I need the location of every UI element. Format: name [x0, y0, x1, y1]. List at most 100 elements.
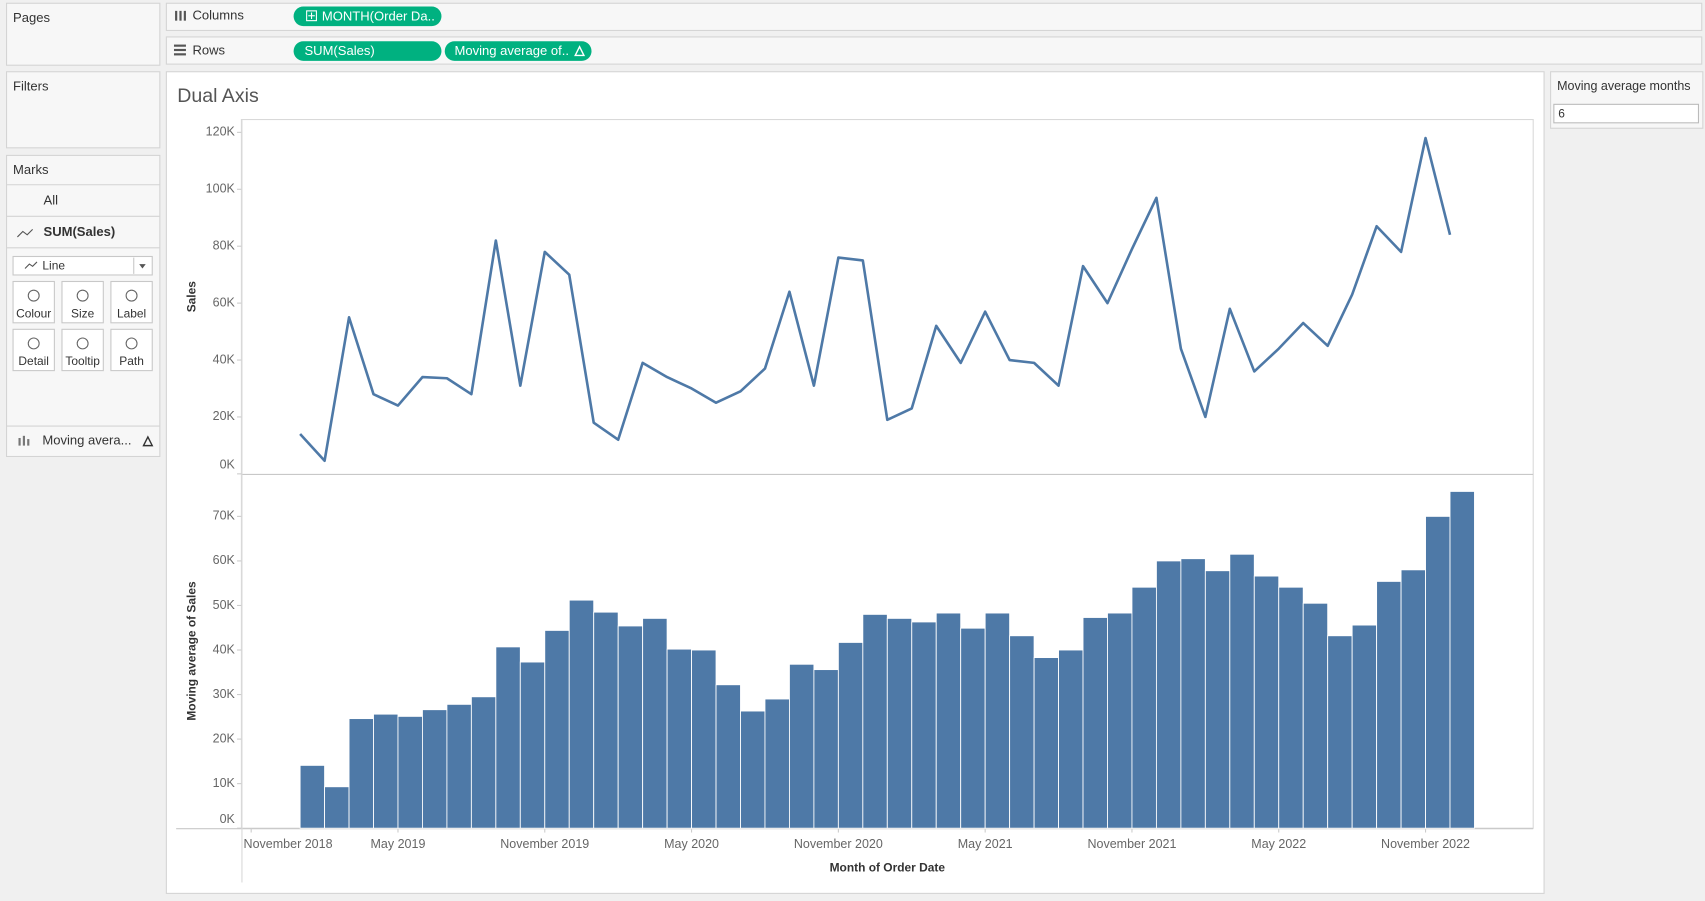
- dropdown-arrow: [139, 264, 146, 269]
- bar: [642, 617, 668, 829]
- bar: [1449, 491, 1475, 829]
- y-tick-label: 60K: [213, 553, 236, 567]
- bar: [373, 713, 399, 829]
- plot: 0K 20K 40K 60K 80K 100K 120K 0K 10K 20K 30K 40K 50K 6…: [206, 125, 1475, 851]
- mark-type: Line: [42, 258, 65, 272]
- parameter-value: 6: [1558, 106, 1565, 120]
- button-icon: [27, 337, 40, 350]
- x-tick-label: May 2022: [1251, 837, 1306, 851]
- bar: [1155, 560, 1182, 829]
- bar: [397, 715, 423, 829]
- bar: [422, 709, 448, 829]
- y-axis-title: Moving average of Sales: [185, 581, 199, 721]
- y-tick-label: 40K: [213, 642, 236, 656]
- y-tick-label: 10K: [213, 776, 236, 790]
- mark-type-dropdown[interactable]: [12, 255, 153, 276]
- bar: [666, 648, 693, 829]
- bar: [1400, 569, 1426, 829]
- bar: [470, 696, 497, 829]
- button-icon: [27, 289, 40, 302]
- bar: [764, 698, 790, 829]
- mark-button[interactable]: [61, 328, 104, 372]
- y-tick-label: 0K: [220, 812, 236, 826]
- bar: [813, 669, 839, 829]
- pill-label: MONTH(Order Da..: [322, 8, 435, 23]
- button-icon: [76, 289, 89, 302]
- mark-button[interactable]: [12, 328, 55, 372]
- bar: [519, 661, 546, 829]
- parameter-title: Moving average months: [1557, 79, 1690, 93]
- columns-label: Columns: [192, 8, 244, 23]
- y-tick-label: 30K: [213, 687, 236, 701]
- button-icon: [125, 337, 138, 350]
- filters-shelf[interactable]: [5, 71, 161, 149]
- sheet-title: Dual Axis: [177, 85, 259, 107]
- button-label: Path: [119, 354, 144, 368]
- y-tick-label: 20K: [213, 731, 236, 745]
- marks-title: Marks: [13, 162, 49, 177]
- pill-expand-icon: [306, 10, 317, 22]
- row-pill[interactable]: [444, 41, 592, 61]
- bar: [348, 718, 374, 829]
- bar: [593, 611, 619, 829]
- bar: [495, 646, 521, 829]
- x-tick-label: November 2021: [1087, 837, 1176, 851]
- bar: [1009, 635, 1035, 829]
- line-icon: [24, 261, 38, 269]
- button-icon: [125, 289, 138, 302]
- bar: [544, 629, 570, 829]
- y-tick-label: 0K: [220, 457, 236, 471]
- x-tick-label: May 2019: [371, 837, 426, 851]
- button-label: Size: [71, 306, 95, 320]
- pages-label: Pages: [13, 10, 50, 25]
- x-tick-label: November 2022: [1381, 837, 1470, 851]
- bar: [837, 642, 864, 829]
- pill-label: SUM(Sales): [304, 43, 374, 58]
- x-tick-label: November 2020: [794, 837, 883, 851]
- bar: [324, 786, 350, 829]
- column-pill[interactable]: [293, 6, 442, 27]
- marks-field[interactable]: Moving avera...: [42, 433, 131, 448]
- marks-sales[interactable]: SUM(Sales): [43, 224, 115, 239]
- row-pill[interactable]: [293, 41, 442, 61]
- x-tick-label: November 2019: [500, 837, 589, 851]
- bar: [984, 612, 1011, 829]
- bar: [1107, 612, 1133, 829]
- line-icon: [17, 228, 34, 238]
- bar: [299, 764, 326, 829]
- delta-icon: [574, 45, 586, 57]
- rows-label: Rows: [192, 43, 225, 58]
- bar: [568, 599, 595, 829]
- mark-button[interactable]: [110, 280, 153, 324]
- y-tick-label: 20K: [213, 409, 236, 423]
- mark-button[interactable]: [12, 280, 55, 324]
- mark-button[interactable]: [110, 328, 153, 372]
- y-tick-label: 40K: [213, 352, 236, 366]
- bar: [1180, 558, 1206, 829]
- bar: [911, 621, 937, 829]
- bar: [740, 710, 766, 829]
- delta-icon: [142, 435, 154, 447]
- bar: [886, 617, 913, 829]
- parameter-input[interactable]: [1553, 103, 1700, 124]
- bar: [691, 649, 717, 829]
- bar: [862, 613, 888, 829]
- x-tick-label: May 2020: [664, 837, 719, 851]
- marks-all[interactable]: All: [43, 193, 58, 208]
- y-tick-label: 100K: [206, 182, 236, 196]
- bar: [1327, 635, 1353, 829]
- mark-buttons: Colour Size Label Detail Tooltip Path: [12, 280, 153, 372]
- bar: [1253, 575, 1280, 829]
- bar: [446, 703, 472, 829]
- pages-shelf[interactable]: [5, 2, 161, 66]
- mark-button[interactable]: [61, 280, 104, 324]
- sales-line: [299, 136, 1452, 463]
- bar: [1229, 553, 1255, 829]
- y-tick-label: 80K: [213, 238, 236, 252]
- bar: [1033, 657, 1059, 829]
- y-axis-title: Sales: [185, 281, 199, 313]
- bar-icon: [18, 435, 30, 446]
- button-label: Tooltip: [65, 354, 100, 368]
- bar: [1278, 586, 1304, 829]
